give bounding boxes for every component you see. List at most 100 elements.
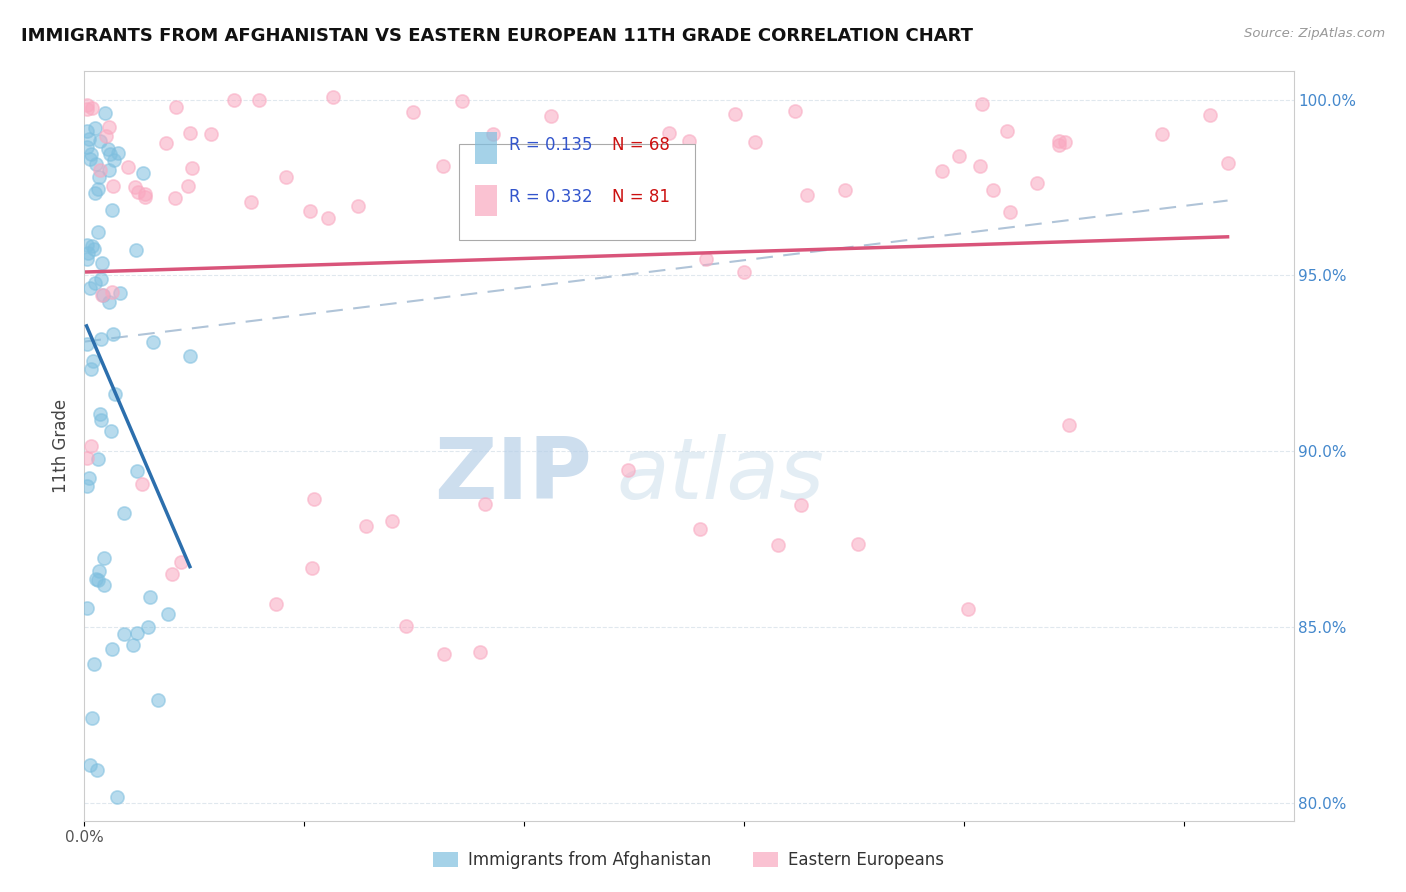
Point: [94, 129, 117, 144]
Point: [83, 276, 105, 290]
Point: [82, 101, 104, 115]
Point: [86, 764, 108, 778]
Point: [146, 693, 169, 707]
FancyBboxPatch shape: [475, 132, 496, 163]
Point: [347, 199, 370, 213]
Point: [1216, 156, 1239, 170]
Point: [76, 252, 98, 266]
Point: [1059, 418, 1081, 433]
Point: [117, 160, 139, 174]
Point: [433, 647, 456, 661]
Y-axis label: 11th Grade: 11th Grade: [52, 399, 70, 493]
Point: [93, 106, 115, 120]
Point: [76, 601, 98, 615]
Point: [179, 349, 201, 363]
Point: [163, 191, 186, 205]
Point: [540, 109, 562, 123]
Point: [131, 477, 153, 491]
Point: [82, 354, 104, 368]
Point: [97, 120, 120, 134]
Point: [981, 183, 1004, 197]
Point: [87, 451, 110, 466]
Point: [132, 166, 155, 180]
Point: [124, 180, 146, 194]
Point: [142, 334, 165, 349]
Point: [381, 514, 404, 528]
Point: [93, 578, 115, 592]
Point: [79, 281, 101, 295]
Point: [108, 285, 131, 300]
Point: [846, 537, 869, 551]
Point: [451, 94, 474, 108]
Point: [200, 127, 222, 141]
Point: [995, 124, 1018, 138]
Point: [101, 285, 124, 300]
Point: [97, 142, 120, 156]
Point: [1152, 128, 1174, 142]
Point: [157, 607, 180, 622]
Point: [264, 597, 287, 611]
Point: [76, 97, 98, 112]
Point: [105, 789, 128, 804]
Text: N = 81: N = 81: [612, 188, 669, 206]
Point: [783, 103, 806, 118]
Point: [76, 238, 98, 252]
Point: [104, 387, 127, 401]
Point: [181, 161, 204, 176]
Text: IMMIGRANTS FROM AFGHANISTAN VS EASTERN EUROPEAN 11TH GRADE CORRELATION CHART: IMMIGRANTS FROM AFGHANISTAN VS EASTERN E…: [21, 27, 973, 45]
Point: [1026, 176, 1049, 190]
Point: [101, 641, 124, 656]
Point: [302, 491, 325, 506]
Point: [524, 178, 547, 193]
Point: [1047, 138, 1070, 153]
Point: [274, 170, 297, 185]
Point: [121, 638, 143, 652]
Point: [100, 424, 122, 438]
Point: [432, 159, 454, 173]
Point: [89, 407, 111, 421]
Point: [170, 555, 193, 569]
Point: [402, 104, 425, 119]
Point: [834, 183, 856, 197]
Point: [80, 147, 103, 161]
Point: [240, 195, 263, 210]
Text: R = 0.135: R = 0.135: [509, 136, 592, 153]
Point: [84, 572, 107, 586]
Point: [98, 147, 121, 161]
Point: [80, 239, 103, 253]
Point: [83, 242, 105, 256]
Text: ZIP: ZIP: [434, 434, 592, 517]
Point: [395, 619, 418, 633]
Point: [658, 127, 681, 141]
Point: [103, 153, 125, 168]
Point: [155, 136, 177, 150]
Point: [112, 627, 135, 641]
Point: [322, 90, 344, 104]
Point: [83, 657, 105, 671]
Point: [100, 202, 122, 217]
Point: [998, 205, 1021, 219]
Point: [83, 121, 105, 136]
Point: [789, 499, 811, 513]
Point: [139, 590, 162, 604]
Point: [134, 187, 156, 202]
Point: [90, 332, 112, 346]
Point: [79, 471, 101, 485]
Point: [80, 362, 103, 376]
Point: [678, 134, 700, 148]
Point: [86, 225, 108, 239]
Point: [298, 204, 321, 219]
Point: [177, 179, 200, 194]
Point: [79, 757, 101, 772]
Point: [127, 626, 149, 640]
Point: [134, 190, 156, 204]
Point: [931, 164, 953, 178]
Point: [98, 162, 121, 177]
Legend: Immigrants from Afghanistan, Eastern Europeans: Immigrants from Afghanistan, Eastern Eur…: [427, 845, 950, 876]
Point: [733, 265, 755, 279]
Point: [744, 135, 766, 149]
Point: [89, 134, 111, 148]
Point: [301, 560, 323, 574]
FancyBboxPatch shape: [475, 185, 496, 216]
Text: N = 68: N = 68: [612, 136, 669, 153]
